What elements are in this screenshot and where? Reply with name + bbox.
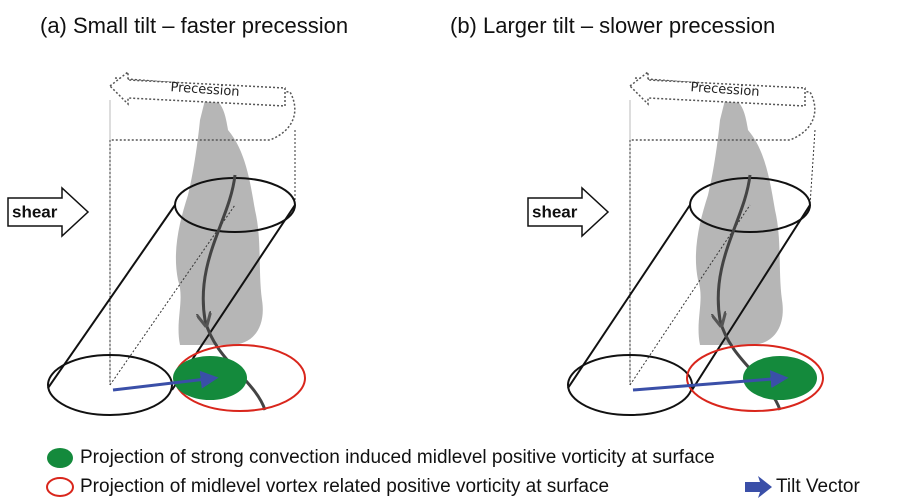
dotted-line [629,204,751,386]
tube-edge [567,204,691,389]
legend: Projection of strong convection induced … [46,447,860,498]
precession-arrow [108,70,286,107]
precession-label: Precession [170,80,240,100]
shear-label: shear [12,202,58,221]
panel-title: (b) Larger tilt – slower precession [450,13,775,38]
panel: Precession shear [7,70,306,416]
tube-edge [691,204,811,391]
tilt-vector [632,370,789,392]
tilt-vector [112,370,219,392]
panel: Precession shear [527,70,824,416]
tube-edge [47,204,176,389]
bottom-vortex [47,354,173,416]
shear-arrow [7,186,90,238]
precession-arrow [628,70,806,107]
precession-band [110,77,296,141]
vortex-line [203,174,267,411]
shear-arrow [527,186,610,238]
legend-label: Projection of strong convection induced … [80,447,715,468]
cloud [695,99,783,345]
panel-title: (a) Small tilt – faster precession [40,13,348,38]
cloud [175,99,263,345]
dotted-line [109,204,236,386]
dotted-line [809,129,816,206]
precession-label: Precession [690,80,760,100]
shear-label: shear [532,202,578,221]
legend-green-swatch [47,448,73,468]
red-projection [686,344,824,412]
precession-band [630,77,816,141]
legend-red-swatch [46,477,74,497]
legend-label: Projection of midlevel vortex related po… [80,476,609,497]
legend-arrow-swatch [745,476,772,498]
legend-label: Tilt Vector [776,476,860,497]
